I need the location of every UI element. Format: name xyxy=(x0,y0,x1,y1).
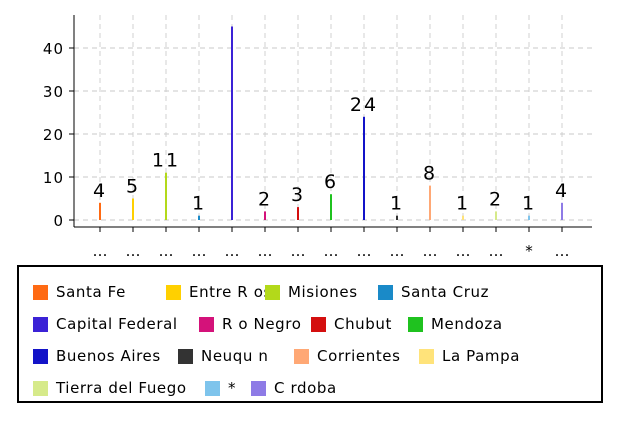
legend-swatch xyxy=(265,284,280,300)
legend-swatch xyxy=(33,380,48,396)
bar-chart: 0 10 20 30 40 4 … 5 … 11 … 1 … … 2 … 3 … 6 … 24 … 1 … 8 … 1 … 2 … 1 * 4 … xyxy=(43,15,592,260)
bar xyxy=(264,211,266,220)
legend-item: La Pampa xyxy=(419,346,520,366)
x-tick-label: … xyxy=(192,242,207,260)
legend-swatch xyxy=(419,348,434,364)
x-tick-label: … xyxy=(456,242,471,260)
bar xyxy=(429,185,431,220)
legend-item: Buenos Aires xyxy=(33,346,161,366)
bar-value-label: 1 xyxy=(192,193,206,215)
x-tick-label: … xyxy=(324,242,339,260)
bar-value-label: 3 xyxy=(291,184,305,206)
bar xyxy=(462,215,464,220)
bar-value-label: 8 xyxy=(423,163,437,185)
legend-item: Chubut xyxy=(311,314,392,334)
x-tick-label: … xyxy=(159,242,174,260)
legend-swatch xyxy=(408,316,423,332)
legend-swatch xyxy=(166,284,181,300)
x-tick-label: … xyxy=(423,242,438,260)
legend-swatch xyxy=(33,348,48,364)
bar xyxy=(132,198,134,220)
legend-label: * xyxy=(228,379,237,397)
legend-swatch xyxy=(33,316,48,332)
x-tick-label: … xyxy=(555,242,570,260)
y-tick-label: 20 xyxy=(43,126,64,144)
bar-value-label: 2 xyxy=(489,188,503,210)
legend-item: Neuqu n xyxy=(178,346,268,366)
bar-value-label: 4 xyxy=(93,180,107,202)
legend-item: Santa Fe xyxy=(33,282,126,302)
bar-value-label: 5 xyxy=(126,176,140,198)
x-tick-label: * xyxy=(525,242,533,260)
bar-value-label: 1 xyxy=(522,193,536,215)
x-tick-label: … xyxy=(93,242,108,260)
legend-label: Mendoza xyxy=(431,315,503,333)
legend-item: Tierra del Fuego xyxy=(33,378,187,398)
x-tick-label: … xyxy=(489,242,504,260)
x-tick-label: … xyxy=(258,242,273,260)
legend-label: Misiones xyxy=(288,283,358,301)
bar xyxy=(396,215,398,220)
legend-swatch xyxy=(311,316,326,332)
legend-item: * xyxy=(205,378,236,398)
bar xyxy=(231,26,233,220)
legend-label: Buenos Aires xyxy=(56,347,161,365)
legend-swatch xyxy=(33,284,48,300)
legend-swatch xyxy=(178,348,193,364)
x-tick-label: … xyxy=(126,242,141,260)
bar-value-label: 4 xyxy=(555,180,569,202)
legend-label: C rdoba xyxy=(274,379,337,397)
bar xyxy=(198,215,200,220)
legend-swatch xyxy=(294,348,309,364)
legend-swatch xyxy=(378,284,393,300)
bar xyxy=(561,202,563,220)
legend-label: Santa Fe xyxy=(56,283,126,301)
bar-value-label: 6 xyxy=(324,171,338,193)
bar-value-label: 11 xyxy=(152,150,180,172)
legend-label: Corrientes xyxy=(317,347,401,365)
bar xyxy=(330,194,332,220)
bar xyxy=(99,202,101,220)
bar xyxy=(528,215,530,220)
bar-value-label: 1 xyxy=(390,193,404,215)
legend-item: C rdoba xyxy=(251,378,337,398)
bar-value-label: 24 xyxy=(350,94,378,116)
x-tick-label: … xyxy=(390,242,405,260)
legend-label: Chubut xyxy=(334,315,392,333)
bar xyxy=(297,207,299,220)
legend-label: Tierra del Fuego xyxy=(56,379,187,397)
y-tick-label: 0 xyxy=(53,212,64,230)
y-tick-label: 40 xyxy=(43,40,64,58)
legend-label: R o Negro xyxy=(222,315,302,333)
legend-item: Mendoza xyxy=(408,314,503,334)
legend-item: Entre R os xyxy=(166,282,272,302)
legend-item: Capital Federal xyxy=(33,314,178,334)
legend-label: Santa Cruz xyxy=(401,283,490,301)
legend-label: Capital Federal xyxy=(56,315,178,333)
chart-legend: Santa Fe Entre R os Misiones Santa Cruz … xyxy=(17,265,603,403)
bar-value-label: 2 xyxy=(258,188,272,210)
bar-value-label: 1 xyxy=(456,193,470,215)
y-tick-label: 10 xyxy=(43,169,64,187)
legend-item: Corrientes xyxy=(294,346,401,366)
legend-label: Neuqu n xyxy=(201,347,269,365)
legend-swatch xyxy=(205,380,220,396)
bar xyxy=(363,116,365,220)
bar xyxy=(495,211,497,220)
legend-swatch xyxy=(251,380,266,396)
legend-item: R o Negro xyxy=(199,314,302,334)
x-tick-label: … xyxy=(291,242,306,260)
legend-label: Entre R os xyxy=(189,283,272,301)
x-tick-label: … xyxy=(357,242,372,260)
x-tick-label: … xyxy=(225,242,240,260)
legend-label: La Pampa xyxy=(442,347,521,365)
bar xyxy=(165,172,167,220)
legend-swatch xyxy=(199,316,214,332)
legend-item: Santa Cruz xyxy=(378,282,489,302)
y-tick-label: 30 xyxy=(43,83,64,101)
legend-item: Misiones xyxy=(265,282,358,302)
